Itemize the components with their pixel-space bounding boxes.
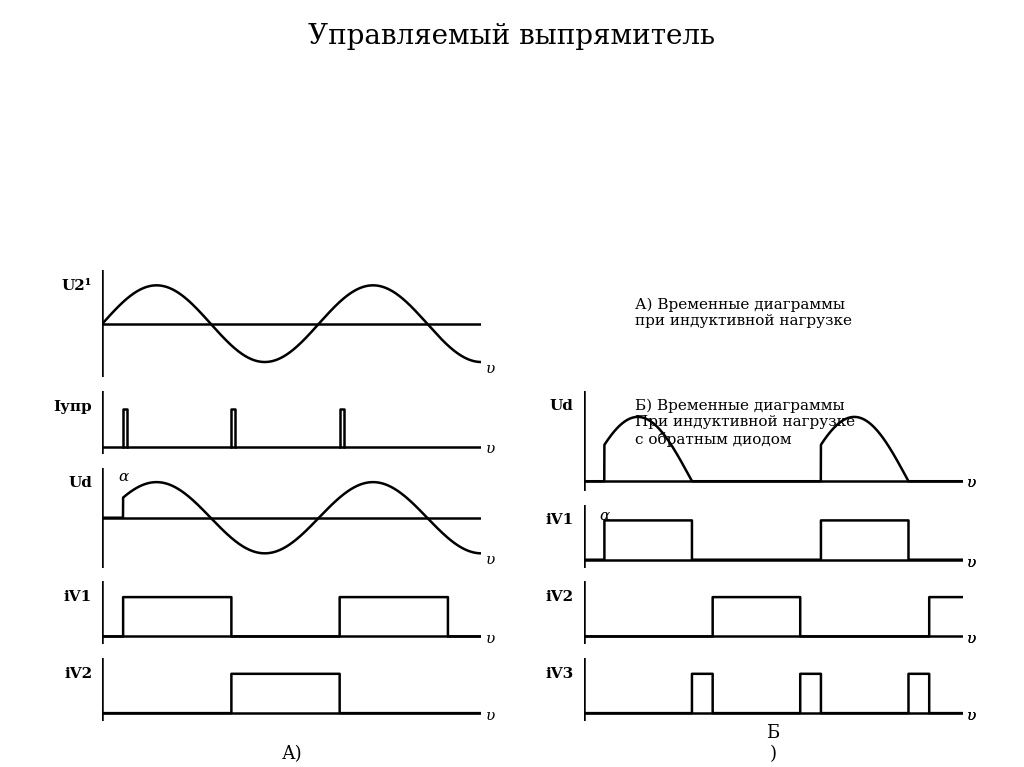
Text: А): А) [282,746,302,763]
Text: iV1: iV1 [63,590,92,604]
Text: υ: υ [485,552,495,567]
Text: υ: υ [967,632,976,647]
Text: υ: υ [485,709,495,723]
Text: Ud: Ud [550,399,573,413]
Text: υ: υ [967,709,976,723]
Text: υ: υ [967,555,976,570]
Text: υ: υ [485,442,495,456]
Text: υ: υ [967,476,976,490]
Text: υ: υ [485,632,495,647]
Text: Управляемый выпрямитель: Управляемый выпрямитель [308,23,716,50]
Text: υ: υ [967,555,976,570]
Text: U2¹: U2¹ [61,279,92,293]
Text: iV1: iV1 [545,513,573,528]
Text: υ: υ [967,709,976,723]
Text: υ: υ [967,476,976,490]
Text: α: α [599,509,609,523]
Text: iV2: iV2 [65,667,92,681]
Text: υ: υ [967,632,976,647]
Text: Б) Временные диаграммы
При индуктивной нагрузке
с обратным диодом: Б) Временные диаграммы При индуктивной н… [635,399,855,446]
Text: Iупр: Iупр [53,400,92,414]
Text: А) Временные диаграммы
при индуктивной нагрузке: А) Временные диаграммы при индуктивной н… [635,298,852,328]
Text: υ: υ [485,362,495,376]
Text: Ud: Ud [69,476,92,490]
Text: iV3: iV3 [545,667,573,681]
Text: α: α [118,469,128,484]
Text: iV2: iV2 [546,590,573,604]
Text: Б
): Б ) [767,724,779,763]
